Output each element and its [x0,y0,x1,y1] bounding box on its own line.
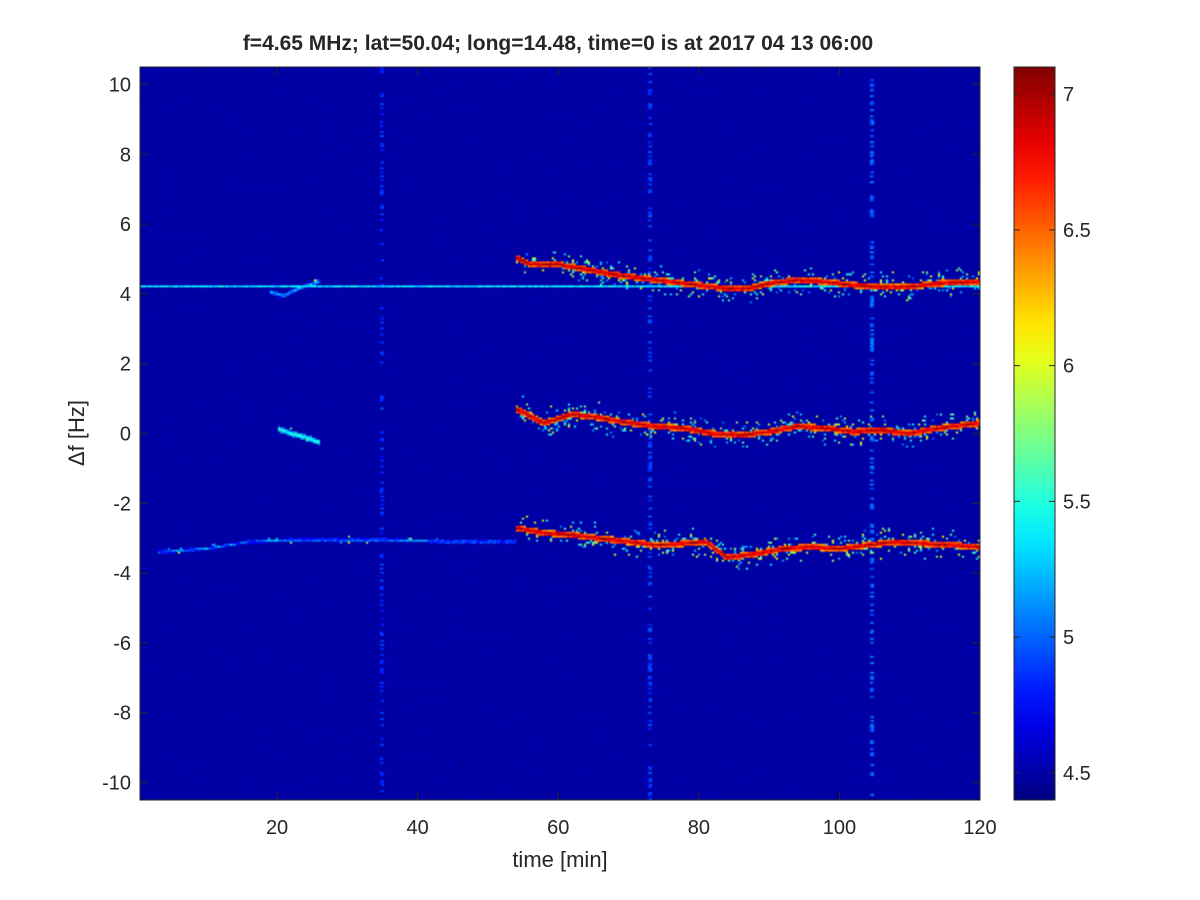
y-tick-label: 10 [109,74,131,96]
y-tick-label: 6 [120,214,131,236]
y-tick-label: 4 [120,284,131,306]
colorbar-tick-label: 6.5 [1063,220,1091,242]
plot-area [139,66,981,801]
x-axis: 20 40 60 80 100 120 [266,67,997,839]
colorbar-tick-label: 6 [1063,356,1074,378]
y-tick-label: 0 [120,424,131,446]
y-tick-label: -4 [113,563,131,585]
colorbar-tick-label: 4.5 [1063,763,1091,785]
x-tick-label: 100 [823,817,856,839]
x-axis-label: time [min] [512,847,607,872]
colorbar-ticks: 4.5 5 5.5 6 6.5 7 [1014,84,1091,785]
y-tick-label: -8 [113,703,131,725]
y-tick-label: 2 [120,354,131,376]
y-tick-label: -2 [113,493,131,515]
x-tick-label: 60 [547,817,569,839]
y-tick-label: -6 [113,633,131,655]
colorbar-gradient [1014,67,1055,800]
heatmap-image [140,67,980,800]
colorbar-tick-label: 7 [1063,84,1074,106]
colorbar-tick-label: 5 [1063,627,1074,649]
y-tick-label: -10 [102,773,131,795]
x-tick-label: 40 [407,817,429,839]
chart-title: f=4.65 MHz; lat=50.04; long=14.48, time=… [243,32,873,55]
colorbar: 4.5 5 5.5 6 6.5 7 [1013,66,1091,801]
x-tick-label: 20 [266,817,288,839]
x-tick-label: 120 [963,817,996,839]
y-axis: 10 8 6 4 2 0 -2 -4 -6 -8 -10 [102,74,980,795]
colorbar-tick-label: 5.5 [1063,491,1091,513]
y-axis-label: Δf [Hz] [64,400,89,466]
x-tick-label: 80 [688,817,710,839]
y-tick-label: 8 [120,144,131,166]
colorbar-frame [1013,66,1056,801]
